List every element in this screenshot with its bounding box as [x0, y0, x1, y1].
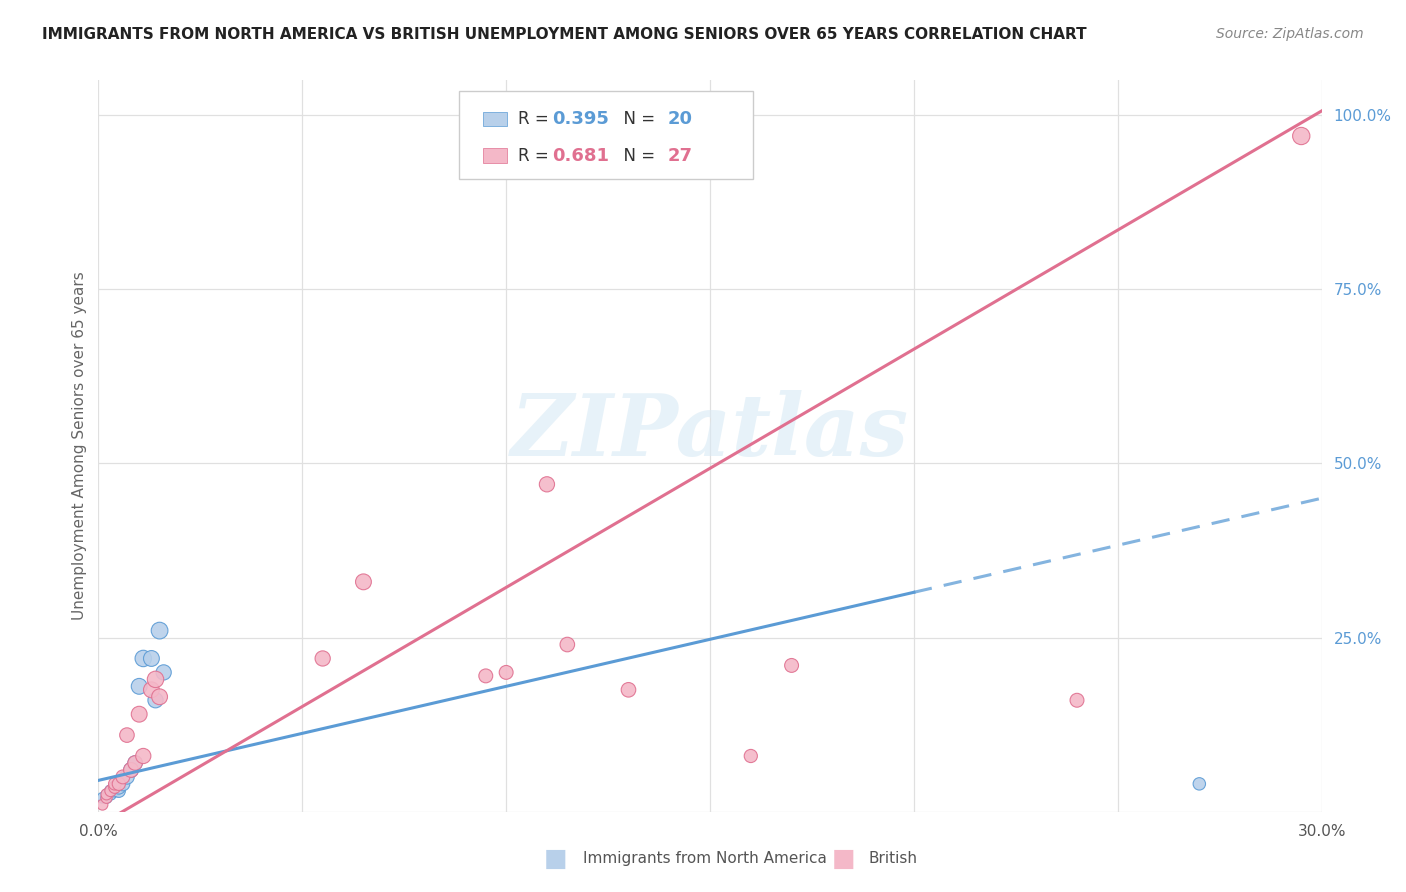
Point — [104, 784, 127, 798]
Text: ■: ■ — [544, 847, 567, 871]
Point — [111, 777, 134, 791]
Text: N =: N = — [613, 110, 661, 128]
Text: British: British — [869, 852, 918, 866]
Point — [740, 749, 762, 764]
Point — [132, 651, 155, 665]
FancyBboxPatch shape — [482, 148, 508, 163]
Text: Source: ZipAtlas.com: Source: ZipAtlas.com — [1216, 27, 1364, 41]
Point — [108, 780, 131, 795]
Text: R =: R = — [517, 146, 554, 165]
Point — [352, 574, 374, 589]
FancyBboxPatch shape — [460, 91, 752, 179]
Point — [149, 690, 172, 704]
Text: ZIPatlas: ZIPatlas — [510, 390, 910, 473]
Point — [1188, 777, 1211, 791]
Point — [100, 784, 122, 798]
Point — [100, 784, 122, 798]
Text: N =: N = — [613, 146, 661, 165]
Point — [124, 756, 146, 770]
Point — [557, 638, 579, 652]
Point — [1291, 128, 1313, 143]
Y-axis label: Unemployment Among Seniors over 65 years: Unemployment Among Seniors over 65 years — [72, 272, 87, 620]
Text: Immigrants from North America: Immigrants from North America — [583, 852, 827, 866]
Point — [91, 790, 114, 805]
Point — [495, 665, 517, 680]
Point — [115, 728, 138, 742]
Point — [132, 749, 155, 764]
Point — [91, 797, 114, 812]
Point — [104, 780, 127, 795]
Point — [145, 693, 167, 707]
Point — [96, 790, 118, 805]
Point — [780, 658, 803, 673]
Point — [108, 784, 131, 798]
Text: 0.681: 0.681 — [553, 146, 609, 165]
Point — [617, 682, 640, 697]
Point — [96, 790, 118, 805]
Point — [120, 763, 142, 777]
Point — [141, 651, 163, 665]
Point — [128, 707, 150, 722]
Point — [104, 780, 127, 795]
Point — [111, 770, 134, 784]
Point — [145, 673, 167, 687]
FancyBboxPatch shape — [482, 112, 508, 127]
Text: 0.395: 0.395 — [553, 110, 609, 128]
Point — [100, 787, 122, 801]
Point — [312, 651, 335, 665]
Point — [536, 477, 558, 491]
Text: ■: ■ — [832, 847, 855, 871]
Text: 27: 27 — [668, 146, 692, 165]
Text: IMMIGRANTS FROM NORTH AMERICA VS BRITISH UNEMPLOYMENT AMONG SENIORS OVER 65 YEAR: IMMIGRANTS FROM NORTH AMERICA VS BRITISH… — [42, 27, 1087, 42]
Point — [120, 763, 142, 777]
Text: 20: 20 — [668, 110, 692, 128]
Point — [108, 777, 131, 791]
Point — [128, 679, 150, 693]
Point — [96, 787, 118, 801]
Point — [141, 682, 163, 697]
Point — [474, 669, 498, 683]
Point — [104, 777, 127, 791]
Point — [96, 787, 118, 801]
Point — [115, 770, 138, 784]
Text: R =: R = — [517, 110, 554, 128]
Point — [152, 665, 174, 680]
Point — [124, 756, 146, 770]
Point — [149, 624, 172, 638]
Point — [1066, 693, 1088, 707]
